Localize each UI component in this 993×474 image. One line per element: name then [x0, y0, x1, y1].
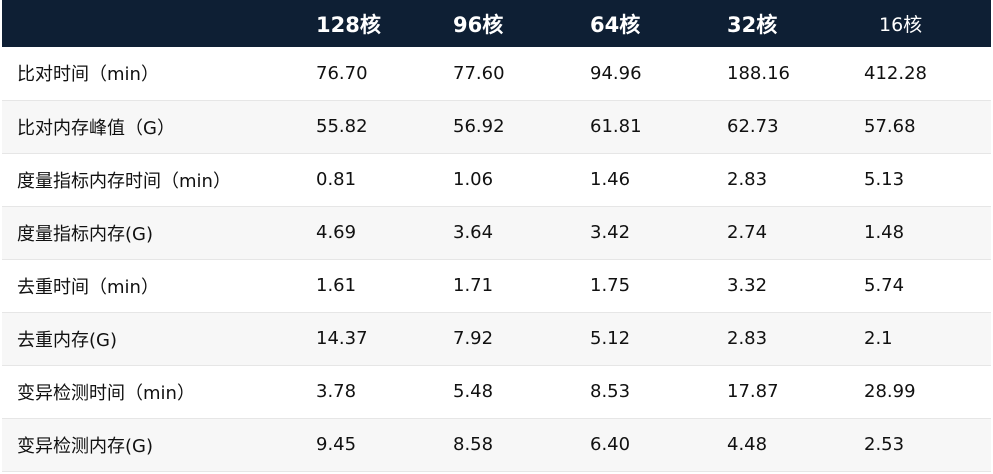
table-cell: 5.13 — [849, 153, 991, 207]
table-cell: 76.70 — [301, 47, 438, 101]
table-cell: 2.53 — [849, 418, 991, 472]
table-cell: 2.1 — [849, 312, 991, 366]
header-cell-16-cores: 16核 — [879, 14, 923, 36]
table-cell: 412.28 — [849, 47, 991, 101]
table-cell: 1.48 — [849, 206, 991, 260]
table-cell: 4.69 — [301, 206, 438, 260]
header-cell-32-cores: 32核 — [727, 12, 778, 37]
table-header: 128核 96核 64核 32核 16核 — [2, 0, 991, 47]
table-cell: 57.68 — [849, 100, 991, 154]
table-cell: 6.40 — [575, 418, 712, 472]
table-row: 度量指标内存(G) 4.69 3.64 3.42 2.74 1.48 — [2, 206, 991, 260]
table-cell: 2.74 — [712, 206, 849, 260]
table-cell: 8.58 — [438, 418, 575, 472]
row-label: 比对时间（min） — [2, 47, 301, 101]
table-cell: 17.87 — [712, 365, 849, 419]
table-cell: 8.53 — [575, 365, 712, 419]
header-cell-64-cores: 64核 — [590, 12, 641, 37]
table-cell: 5.12 — [575, 312, 712, 366]
table-row: 变异检测时间（min） 3.78 5.48 8.53 17.87 28.99 — [2, 365, 991, 419]
table-row: 度量指标内存时间（min） 0.81 1.06 1.46 2.83 5.13 — [2, 153, 991, 207]
row-label: 比对内存峰值（G） — [2, 100, 301, 154]
table-cell: 3.42 — [575, 206, 712, 260]
table-cell: 3.64 — [438, 206, 575, 260]
table-cell: 1.75 — [575, 259, 712, 313]
table-cell: 9.45 — [301, 418, 438, 472]
table-cell: 4.48 — [712, 418, 849, 472]
table-cell: 56.92 — [438, 100, 575, 154]
table-cell: 94.96 — [575, 47, 712, 101]
header-row: 128核 96核 64核 32核 16核 — [2, 0, 991, 47]
table-cell: 62.73 — [712, 100, 849, 154]
table-cell: 3.78 — [301, 365, 438, 419]
table-row: 比对内存峰值（G） 55.82 56.92 61.81 62.73 57.68 — [2, 100, 991, 154]
table-cell: 55.82 — [301, 100, 438, 154]
table-cell: 28.99 — [849, 365, 991, 419]
table-row: 变异检测内存(G) 9.45 8.58 6.40 4.48 2.53 — [2, 418, 991, 472]
table-cell: 2.83 — [712, 312, 849, 366]
header-cell-96-cores: 96核 — [453, 12, 504, 37]
table-cell: 14.37 — [301, 312, 438, 366]
header-cell-blank — [2, 0, 301, 47]
row-label: 变异检测内存(G) — [2, 418, 301, 472]
table-cell: 0.81 — [301, 153, 438, 207]
table-cell: 3.32 — [712, 259, 849, 313]
table-row: 去重内存(G) 14.37 7.92 5.12 2.83 2.1 — [2, 312, 991, 366]
table-row: 比对时间（min） 76.70 77.60 94.96 188.16 412.2… — [2, 47, 991, 101]
table-cell: 1.61 — [301, 259, 438, 313]
table-cell: 77.60 — [438, 47, 575, 101]
header-cell-128-cores: 128核 — [316, 12, 381, 37]
table-cell: 61.81 — [575, 100, 712, 154]
row-label: 去重时间（min） — [2, 259, 301, 313]
table-cell: 1.46 — [575, 153, 712, 207]
row-label: 度量指标内存(G) — [2, 206, 301, 260]
table-cell: 7.92 — [438, 312, 575, 366]
table-cell: 1.71 — [438, 259, 575, 313]
row-label: 去重内存(G) — [2, 312, 301, 366]
table-cell: 5.48 — [438, 365, 575, 419]
table-cell: 188.16 — [712, 47, 849, 101]
table-cell: 1.06 — [438, 153, 575, 207]
table-cell: 2.83 — [712, 153, 849, 207]
row-label: 度量指标内存时间（min） — [2, 153, 301, 207]
table-cell: 5.74 — [849, 259, 991, 313]
row-label: 变异检测时间（min） — [2, 365, 301, 419]
table-body: 比对时间（min） 76.70 77.60 94.96 188.16 412.2… — [2, 47, 991, 472]
table-row: 去重时间（min） 1.61 1.71 1.75 3.32 5.74 — [2, 259, 991, 313]
